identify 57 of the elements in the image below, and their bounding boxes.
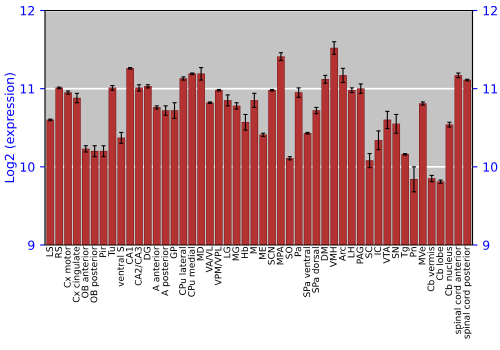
x-tick-label: Cx motor <box>64 246 71 288</box>
y-tick-label: 11 <box>20 84 34 94</box>
x-tick-label: Cb vermis <box>427 246 434 292</box>
x-tick-label: OB anterior <box>81 246 88 298</box>
x-tick-label: VA/VL <box>206 246 214 272</box>
x-tick-label: Arc <box>338 246 346 261</box>
y2-tick-label: 9 <box>483 240 490 250</box>
x-tick-label: CPu medial <box>188 247 195 297</box>
y-tick-label: 9 <box>28 240 34 250</box>
x-tick-label: Tg <box>401 247 410 258</box>
x-tick-label: SCN <box>268 247 275 265</box>
y-tick-label: 10 <box>20 162 34 172</box>
x-tick-label: MVe <box>418 246 426 264</box>
x-tick-label: Cx cingulate <box>72 246 82 302</box>
x-tick-label: MPA <box>276 246 284 264</box>
x-tick-label: SO <box>286 246 292 259</box>
x-tick-label: spinal cord anterior <box>454 246 463 334</box>
x-tick-label: PAG <box>356 247 364 264</box>
x-tick-label: OB posterior <box>90 246 100 303</box>
x-tick-label: Pa <box>294 247 302 256</box>
x-tick-label: LG <box>224 247 230 258</box>
x-tick-label: Pir <box>99 246 106 257</box>
x-tick-label: LH <box>348 247 354 258</box>
x-tick-label: RS <box>54 246 62 258</box>
x-tick-label: SPa ventral <box>303 247 310 297</box>
x-tick-label: CA2/CA3 <box>134 247 142 286</box>
y2-tick-label: 11 <box>484 84 497 94</box>
x-tick-label: MD <box>197 246 204 260</box>
x-tick-label: VTA <box>383 246 390 264</box>
x-tick-label: Hb <box>241 246 248 258</box>
x-tick-label: ventral S <box>116 246 124 287</box>
x-tick-label: CA1 <box>126 247 133 264</box>
x-tick-label: A anterior <box>152 246 160 292</box>
y-axis-title: Log2 (expression) <box>4 73 17 182</box>
x-tick-label: SC <box>365 246 372 258</box>
x-tick-label: GP <box>170 246 178 258</box>
x-tick-label: IC <box>374 246 382 254</box>
x-tick-label: M <box>250 247 257 254</box>
x-tick-label: VPM/VPL <box>214 246 222 286</box>
x-tick-label: DG <box>144 247 151 260</box>
x-tick-label: Cb nucleus <box>445 246 452 296</box>
x-tick-label: Pn <box>410 247 416 257</box>
x-tick-label: A posterior <box>161 246 170 296</box>
y-tick-label: 12 <box>20 6 34 16</box>
x-tick-label: SN <box>392 247 399 258</box>
x-tick-label: Cb lobe <box>436 246 444 280</box>
x-tick-label: MG <box>232 247 240 260</box>
x-tick-label: spinal cord posterior <box>462 246 472 339</box>
x-tick-label: ME <box>259 246 266 259</box>
x-tick-label: LS <box>46 246 53 256</box>
y2-tick-label: 10 <box>484 162 498 172</box>
x-tick-label: SPa dorsal <box>312 247 320 293</box>
x-tick-label: CPu lateral <box>178 247 186 295</box>
y2-tick-label: 12 <box>484 6 497 16</box>
x-tick-label: DM <box>321 247 328 260</box>
x-tick-label: VMH <box>330 247 337 268</box>
x-tick-label: Tu <box>108 247 116 256</box>
